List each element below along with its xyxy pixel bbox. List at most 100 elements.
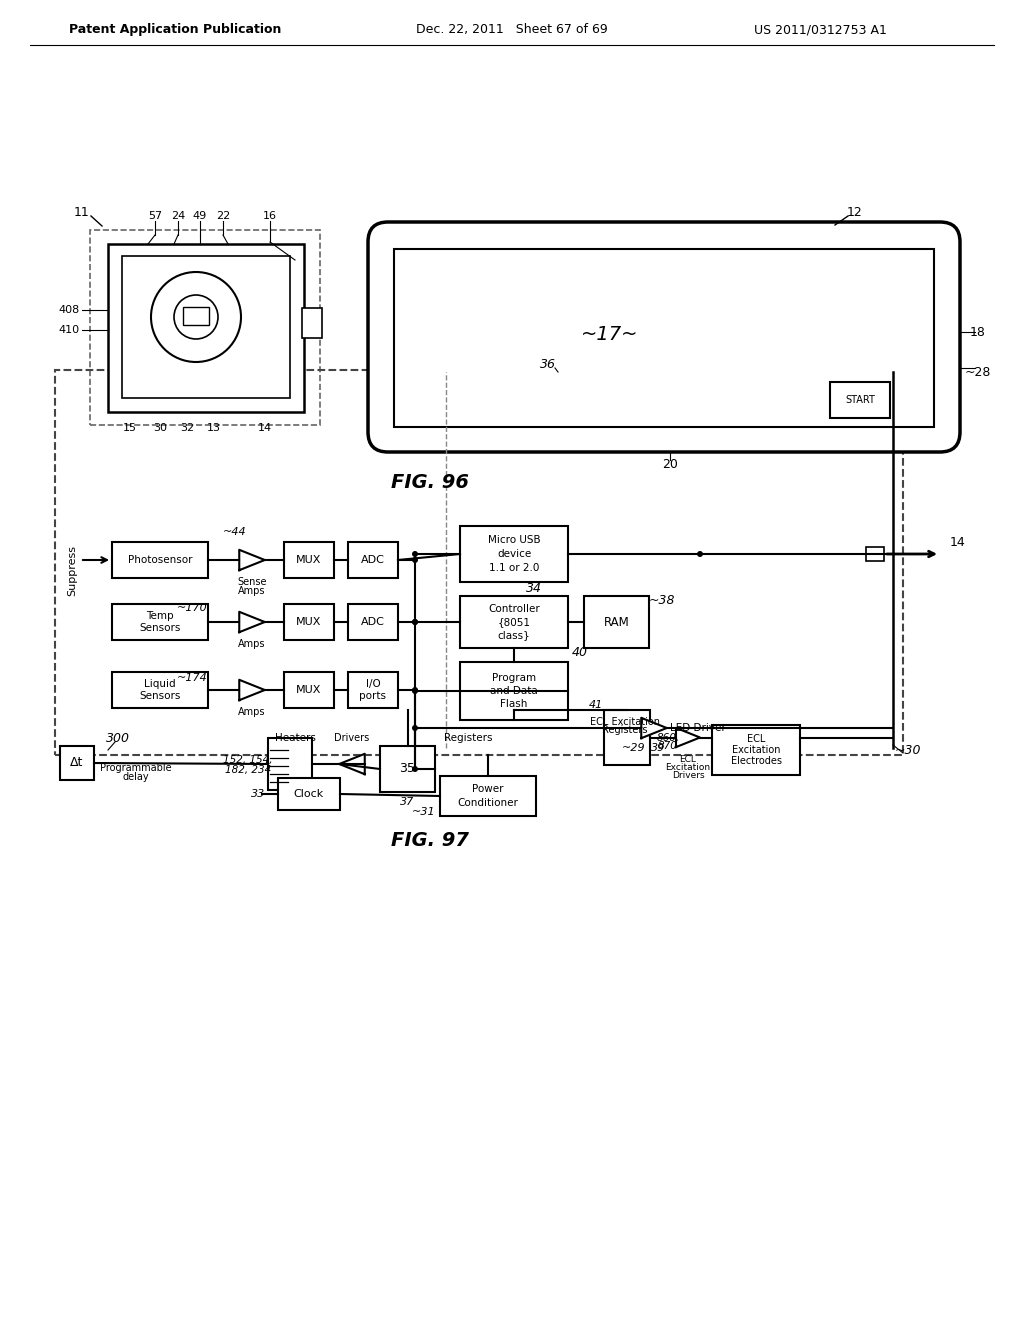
Bar <box>268 738 312 789</box>
Text: 24: 24 <box>171 211 185 220</box>
Text: Power: Power <box>472 784 504 795</box>
Bar <box>604 710 650 766</box>
Bar <box>830 381 890 418</box>
Circle shape <box>412 619 418 624</box>
Bar <box>112 672 208 708</box>
Text: FIG. 97: FIG. 97 <box>391 830 469 850</box>
Text: Dec. 22, 2011   Sheet 67 of 69: Dec. 22, 2011 Sheet 67 of 69 <box>416 24 608 37</box>
Text: FIG. 96: FIG. 96 <box>391 473 469 491</box>
Text: ECL: ECL <box>746 734 765 743</box>
Text: ECL: ECL <box>680 755 696 764</box>
Text: I/O: I/O <box>366 678 380 689</box>
Polygon shape <box>240 550 265 570</box>
Circle shape <box>412 688 418 694</box>
Bar <box>460 525 568 582</box>
Circle shape <box>412 725 418 731</box>
Text: 182, 234: 182, 234 <box>225 766 271 775</box>
Text: Heaters: Heaters <box>274 733 315 743</box>
Text: ADC: ADC <box>361 554 385 565</box>
Text: ~28: ~28 <box>965 366 991 379</box>
Bar <box>183 308 209 325</box>
Text: 1.1 or 2.0: 1.1 or 2.0 <box>488 564 540 573</box>
Text: ADC: ADC <box>361 616 385 627</box>
Text: Excitation: Excitation <box>666 763 711 772</box>
Bar <box>460 597 568 648</box>
Text: 11: 11 <box>74 206 90 219</box>
Text: 18: 18 <box>970 326 986 338</box>
Text: 36: 36 <box>540 358 556 371</box>
Polygon shape <box>641 718 667 738</box>
Text: 32: 32 <box>180 422 195 433</box>
Text: ~31: ~31 <box>413 807 436 817</box>
Circle shape <box>412 686 418 693</box>
Bar <box>380 746 435 792</box>
Text: START: START <box>845 395 874 405</box>
Text: Sense: Sense <box>238 577 266 587</box>
Text: 37: 37 <box>400 797 415 807</box>
Text: MUX: MUX <box>296 616 322 627</box>
Text: Patent Application Publication: Patent Application Publication <box>69 24 282 37</box>
Text: {8051: {8051 <box>498 616 530 627</box>
Text: 39: 39 <box>651 743 666 752</box>
Text: MUX: MUX <box>296 685 322 696</box>
Bar <box>122 256 290 399</box>
Text: Amps: Amps <box>239 586 266 597</box>
Bar <box>866 546 884 561</box>
Bar <box>712 725 800 775</box>
FancyBboxPatch shape <box>368 222 961 451</box>
Text: delay: delay <box>123 772 150 781</box>
Text: Sensors: Sensors <box>139 692 180 701</box>
Text: Liquid: Liquid <box>144 678 176 689</box>
Bar <box>55 370 903 755</box>
Text: Conditioner: Conditioner <box>458 797 518 808</box>
Bar <box>348 672 398 708</box>
Polygon shape <box>240 680 265 700</box>
Text: RAM: RAM <box>603 615 630 628</box>
Circle shape <box>412 557 418 564</box>
Text: Suppress: Suppress <box>67 544 77 595</box>
Bar <box>278 777 340 810</box>
Text: ~29: ~29 <box>623 743 646 752</box>
Text: Amps: Amps <box>239 639 266 649</box>
Polygon shape <box>676 727 700 747</box>
Bar <box>284 543 334 578</box>
Text: 30: 30 <box>153 422 167 433</box>
Text: Micro USB: Micro USB <box>487 535 541 545</box>
Text: MUX: MUX <box>296 554 322 565</box>
Text: Amps: Amps <box>239 708 266 717</box>
Text: Drivers: Drivers <box>672 771 705 780</box>
Text: 13: 13 <box>207 422 221 433</box>
Text: ~30: ~30 <box>895 743 922 756</box>
Text: 14: 14 <box>950 536 966 549</box>
Text: ~170: ~170 <box>176 603 208 612</box>
Text: class}: class} <box>498 630 530 640</box>
Bar <box>60 746 94 780</box>
Text: 40: 40 <box>572 645 588 659</box>
Bar <box>584 597 649 648</box>
Bar <box>112 605 208 640</box>
Text: 152, 154,: 152, 154, <box>223 755 272 766</box>
Bar <box>348 543 398 578</box>
Text: Excitation: Excitation <box>732 744 780 755</box>
Text: 15: 15 <box>123 422 137 433</box>
Text: 34: 34 <box>526 582 542 594</box>
Text: 14: 14 <box>258 422 272 433</box>
Text: Δt: Δt <box>71 756 84 770</box>
Text: 20: 20 <box>663 458 678 470</box>
Text: 35: 35 <box>399 763 416 776</box>
Text: Sensors: Sensors <box>139 623 180 634</box>
Text: ECL Excitation: ECL Excitation <box>590 717 660 727</box>
Text: 49: 49 <box>193 211 207 220</box>
Text: 408: 408 <box>58 305 80 315</box>
Text: Controller: Controller <box>488 605 540 614</box>
Bar <box>284 605 334 640</box>
Text: Photosensor: Photosensor <box>128 554 193 565</box>
Bar <box>394 249 934 426</box>
Text: 410: 410 <box>58 325 80 335</box>
Bar <box>112 543 208 578</box>
Text: 300: 300 <box>106 731 130 744</box>
Text: 41: 41 <box>589 700 603 710</box>
Polygon shape <box>240 611 265 632</box>
Text: ~174: ~174 <box>176 673 208 682</box>
Text: 22: 22 <box>216 211 230 220</box>
